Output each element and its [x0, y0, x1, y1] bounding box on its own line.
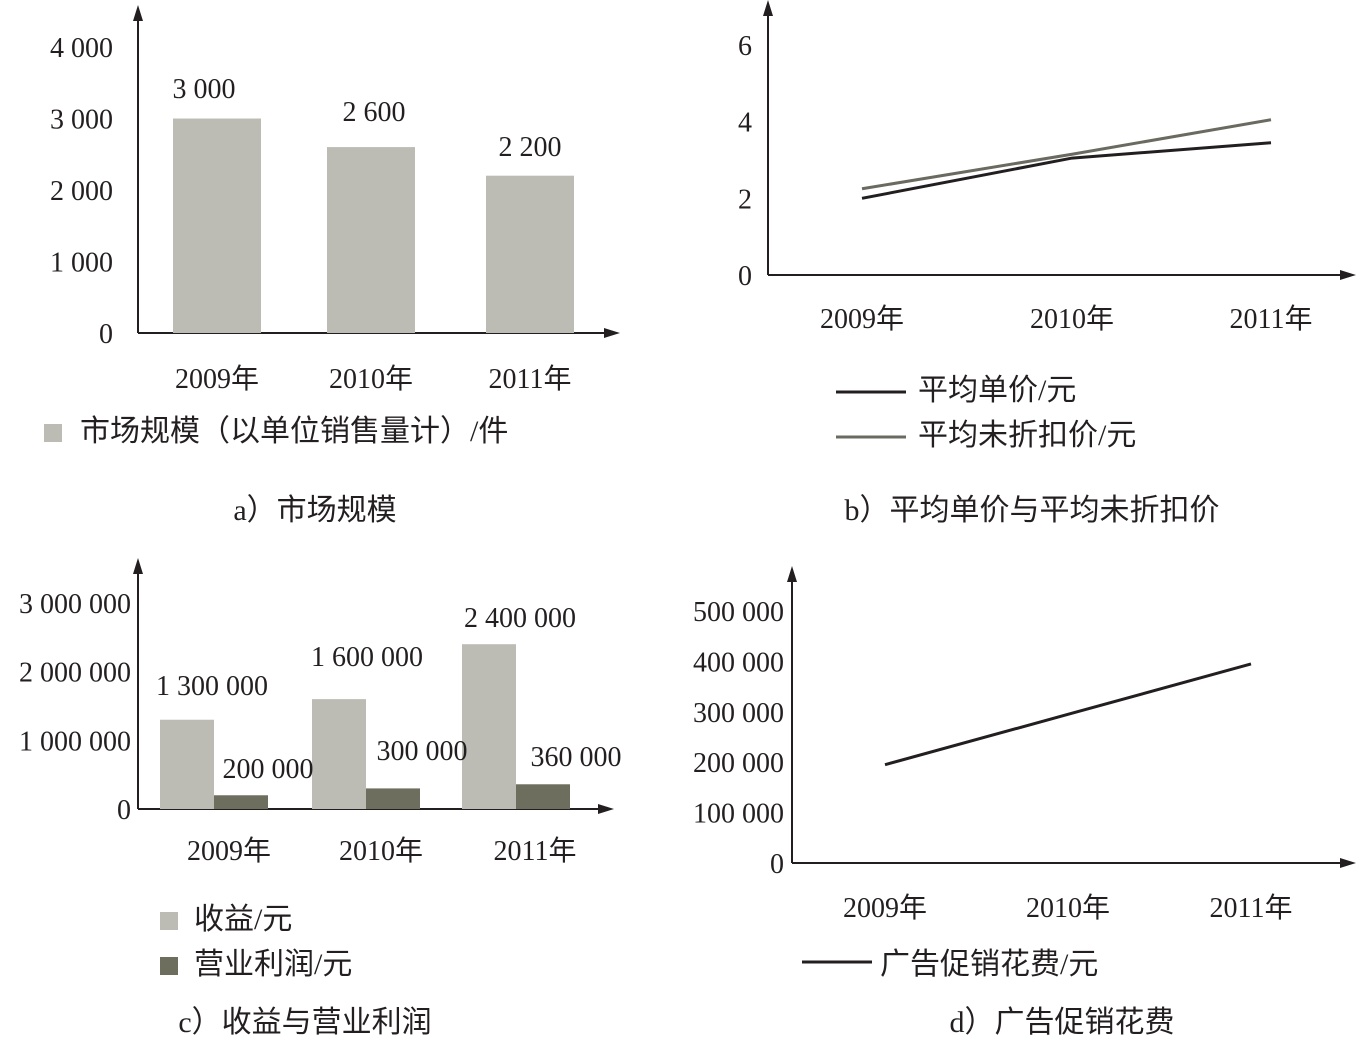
legend-swatch [44, 424, 62, 442]
bar [462, 644, 516, 809]
x-tick-label: 2009年 [843, 892, 927, 924]
x-tick-label: 2010年 [1030, 303, 1114, 335]
y-tick-label: 4 000 [50, 33, 113, 64]
x-tick-label: 2009年 [175, 363, 259, 395]
chart-d: 0 100 000 200 000 300 000 400 000 500 000 2009… [693, 566, 1356, 1039]
data-label: 2 600 [343, 97, 406, 128]
legend-label: 平均单价/元 [918, 374, 1076, 407]
y-tick-label: 3 000 [50, 105, 113, 136]
x-tick-label: 2011年 [1210, 892, 1293, 924]
y-tick-label: 0 [738, 261, 752, 292]
y-tick-label: 300 000 [693, 698, 784, 729]
y-axis-arrowhead [133, 5, 143, 21]
x-tick-label: 2010年 [329, 363, 413, 395]
data-label: 200 000 [223, 754, 314, 785]
x-tick-label: 2010年 [339, 835, 423, 867]
x-tick-label: 2011年 [494, 835, 577, 867]
y-tick-label: 3 000 000 [19, 589, 131, 620]
bar [173, 118, 261, 333]
y-tick-label: 100 000 [693, 799, 784, 830]
y-axis-arrowhead [763, 0, 773, 16]
x-axis-arrowhead [604, 328, 620, 338]
chart-caption: a）市场规模 [233, 494, 396, 527]
chart-c: 0 1 000 000 2 000 000 3 000 000 2009年 2010年 20… [19, 558, 622, 1039]
y-tick-label: 6 [738, 31, 752, 62]
bar [312, 699, 366, 809]
y-tick-label: 400 000 [693, 647, 784, 678]
legend-label: 平均未折扣价/元 [918, 419, 1136, 452]
y-tick-label: 1 000 000 [19, 726, 131, 757]
x-tick-label: 2011年 [489, 363, 572, 395]
chart-caption: d）广告促销花费 [950, 1006, 1175, 1039]
legend-label: 营业利润/元 [194, 948, 352, 981]
y-tick-label: 2 000 [50, 176, 113, 207]
x-axis-arrowhead [1340, 858, 1356, 868]
y-tick-label: 1 000 [50, 248, 113, 279]
legend-swatch [160, 957, 178, 975]
data-label: 360 000 [531, 742, 622, 773]
bar [327, 147, 415, 333]
x-tick-label: 2009年 [820, 303, 904, 335]
y-tick-label: 2 [738, 184, 752, 215]
y-tick-label: 2 000 000 [19, 658, 131, 689]
y-tick-label: 0 [117, 795, 131, 826]
bar [160, 719, 214, 809]
bar [214, 795, 268, 809]
chart-caption: c）收益与营业利润 [178, 1006, 431, 1039]
data-label: 300 000 [377, 736, 468, 767]
series-line [861, 141, 1272, 200]
series-line [861, 118, 1272, 191]
legend-label: 广告促销花费/元 [880, 948, 1098, 981]
data-label: 2 200 [499, 132, 562, 163]
bar [516, 784, 570, 809]
y-tick-label: 200 000 [693, 748, 784, 779]
bar [366, 788, 420, 809]
chart-caption: b）平均单价与平均未折扣价 [845, 494, 1220, 527]
data-label: 2 400 000 [464, 603, 576, 634]
y-axis-arrowhead [133, 558, 143, 574]
y-tick-label: 4 [738, 108, 752, 139]
chart-a: 0 1 000 2 000 3 000 4 000 2009年 2010年 2011年 3 00… [44, 5, 620, 527]
data-label: 3 000 [173, 74, 236, 105]
x-tick-label: 2010年 [1026, 892, 1110, 924]
x-axis-arrowhead [1340, 270, 1356, 280]
legend-swatch [160, 912, 178, 930]
y-tick-label: 0 [770, 849, 784, 880]
data-label: 1 300 000 [156, 671, 268, 702]
bar [486, 175, 574, 333]
legend-label: 收益/元 [194, 903, 292, 936]
legend-label: 市场规模（以单位销售量计）/件 [80, 415, 508, 448]
y-tick-label: 0 [99, 319, 113, 350]
x-tick-label: 2011年 [1230, 303, 1313, 335]
y-axis-arrowhead [787, 566, 797, 582]
x-axis-arrowhead [598, 804, 614, 814]
y-tick-label: 500 000 [693, 597, 784, 628]
x-tick-label: 2009年 [187, 835, 271, 867]
data-label: 1 600 000 [311, 642, 423, 673]
